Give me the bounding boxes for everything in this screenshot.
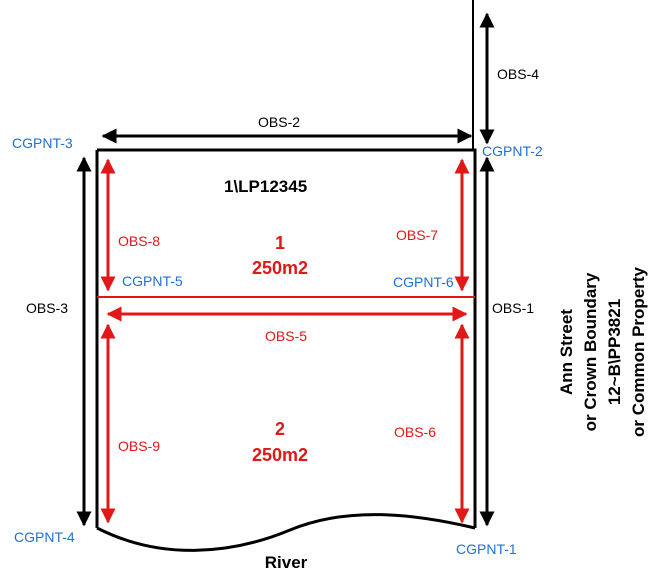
lot-1-area: 250m2 xyxy=(252,258,308,278)
river-bank-line xyxy=(96,513,476,552)
obs-4-label: OBS-4 xyxy=(497,66,539,82)
obs-6-label: OBS-6 xyxy=(394,424,436,440)
obs-5-label: OBS-5 xyxy=(265,328,307,344)
side-note-line-2: or Crown Boundary xyxy=(581,272,600,431)
obs-8-label: OBS-8 xyxy=(118,233,160,249)
cgpnt-6-label: CGPNT-6 xyxy=(393,274,454,290)
cgpnt-4-label: CGPNT-4 xyxy=(14,529,75,545)
side-note-line-1: Ann Street xyxy=(557,309,576,395)
side-note-line-4: or Common Property xyxy=(629,266,648,437)
cgpnt-2-label: CGPNT-2 xyxy=(482,143,543,159)
boundary-side-note: Ann Street or Crown Boundary 12~B\PP3821… xyxy=(557,266,648,437)
plan-reference: 1\LP12345 xyxy=(224,177,307,196)
obs-1-label: OBS-1 xyxy=(492,300,534,316)
obs-2-label: OBS-2 xyxy=(258,114,300,130)
cgpnt-1-label: CGPNT-1 xyxy=(456,541,517,557)
cgpnt-3-label: CGPNT-3 xyxy=(12,135,73,151)
river-label: River xyxy=(265,553,308,572)
side-note-line-3: 12~B\PP3821 xyxy=(605,299,624,405)
obs-3-label: OBS-3 xyxy=(26,300,68,316)
obs-7-label: OBS-7 xyxy=(396,227,438,243)
lot-1-number: 1 xyxy=(275,233,285,253)
cgpnt-5-label: CGPNT-5 xyxy=(122,273,183,289)
obs-9-label: OBS-9 xyxy=(118,438,160,454)
lot-2-number: 2 xyxy=(275,419,285,439)
parcel-boundary xyxy=(95,0,477,552)
lot-2-area: 250m2 xyxy=(252,445,308,465)
